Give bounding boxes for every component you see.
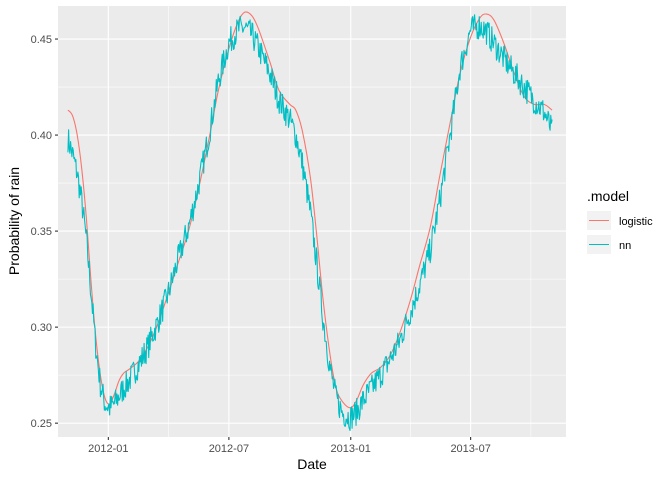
x-axis: 2012-01 2012-07 2013-01 2013-07 [88, 437, 491, 455]
grid-major [58, 6, 566, 437]
y-tick-label: 0.35 [31, 226, 52, 238]
grid-minor [58, 6, 566, 437]
series-layer [67, 11, 553, 432]
y-axis-title: Probability of rain [6, 167, 22, 275]
y-tick-label: 0.25 [31, 418, 52, 430]
y-tick-label: 0.40 [31, 130, 52, 142]
y-tick-label: 0.45 [31, 34, 52, 46]
series-line-nn [67, 14, 553, 432]
legend: .model logistic nn [587, 188, 653, 254]
legend-label-logistic: logistic [619, 216, 653, 228]
y-axis: 0.25 0.30 0.35 0.40 0.45 [31, 34, 58, 430]
x-tick-label: 2012-07 [209, 443, 249, 455]
panel-background [58, 6, 566, 437]
legend-label-nn: nn [619, 240, 631, 252]
y-tick-label: 0.30 [31, 322, 52, 334]
x-tick-label: 2013-01 [331, 443, 371, 455]
legend-title: .model [587, 188, 629, 204]
x-axis-title: Date [297, 456, 327, 472]
x-tick-label: 2013-07 [450, 443, 490, 455]
x-tick-label: 2012-01 [88, 443, 128, 455]
